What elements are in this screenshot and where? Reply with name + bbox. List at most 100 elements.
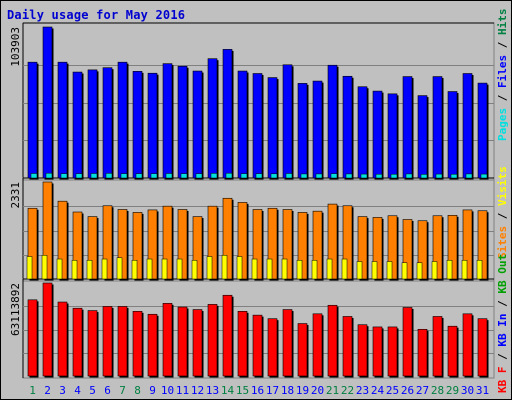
y-max-label: 2331 xyxy=(9,182,22,209)
x-tick-label: 4 xyxy=(74,384,81,397)
bar-files xyxy=(462,73,473,179)
bar-sites xyxy=(387,215,398,280)
bar-pages xyxy=(435,173,443,179)
x-tick-label: 25 xyxy=(386,384,399,397)
bar-sites xyxy=(312,210,323,280)
bar-kb-f xyxy=(477,318,488,377)
bar-pages xyxy=(195,173,203,179)
x-tick-label: 6 xyxy=(104,384,111,397)
bar-pages xyxy=(30,173,38,179)
bar-visits xyxy=(26,256,33,280)
x-tick-label: 24 xyxy=(371,384,385,397)
x-tick-label: 2 xyxy=(44,384,51,397)
bar-files xyxy=(102,67,113,179)
bar-kb-f xyxy=(282,309,293,377)
bar-pages xyxy=(330,173,338,179)
bar-pages xyxy=(45,172,53,179)
bar-kb-f xyxy=(117,306,128,377)
legend-entry: KB F xyxy=(496,367,509,394)
bar-pages xyxy=(345,173,353,179)
bar-pages xyxy=(180,173,188,179)
bar-files xyxy=(357,86,368,179)
bar-kb-f xyxy=(417,328,428,377)
bar-kb-f xyxy=(402,307,413,377)
bar-kb-f xyxy=(57,301,68,377)
bar-sites xyxy=(267,207,278,280)
bar-pages xyxy=(225,172,233,179)
legend-separator: / xyxy=(496,35,509,55)
x-tick-label: 7 xyxy=(119,384,126,397)
bar-sites xyxy=(297,212,308,280)
bar-sites xyxy=(282,209,293,280)
bar-pages xyxy=(60,173,68,179)
bar-kb-f xyxy=(132,311,143,377)
x-tick-label: 17 xyxy=(266,384,279,397)
bar-pages xyxy=(375,173,383,179)
x-tick-label: 30 xyxy=(461,384,474,397)
bar-sites xyxy=(327,203,338,280)
bar-files xyxy=(237,70,248,179)
bar-sites xyxy=(72,211,83,280)
x-tick-label: 3 xyxy=(59,384,66,397)
bar-visits xyxy=(116,257,123,280)
bar-files xyxy=(222,49,233,179)
bar-visits xyxy=(311,260,318,280)
bar-pages xyxy=(420,174,428,179)
bar-kb-f xyxy=(447,325,458,377)
x-tick-label: 15 xyxy=(236,384,249,397)
bar-kb-f xyxy=(42,282,53,377)
bar-sites xyxy=(222,197,233,280)
legend-entry: Pages xyxy=(496,108,509,141)
bar-kb-f xyxy=(147,313,158,377)
bar-sites xyxy=(342,205,353,280)
bar-files xyxy=(87,69,98,179)
bar-files xyxy=(192,70,203,179)
bar-sites xyxy=(117,209,128,280)
bar-kb-f xyxy=(327,304,338,377)
bar-sites xyxy=(477,210,488,280)
bar-visits xyxy=(326,258,333,280)
x-tick-label: 22 xyxy=(341,384,354,397)
legend-hits-files-pages: Pages / Files / Hits xyxy=(496,9,509,142)
bar-sites xyxy=(162,205,173,280)
bar-files xyxy=(387,93,398,179)
bar-visits xyxy=(371,261,378,280)
x-tick-label: 27 xyxy=(416,384,429,397)
bar-pages xyxy=(240,173,248,179)
bar-files xyxy=(327,64,338,179)
bar-pages xyxy=(90,173,98,179)
bar-pages xyxy=(150,173,158,179)
bar-files xyxy=(282,64,293,179)
bar-files xyxy=(372,90,383,179)
x-tick-label: 14 xyxy=(221,384,235,397)
bar-pages xyxy=(105,173,113,179)
bar-visits xyxy=(281,258,288,280)
bar-files xyxy=(207,58,218,179)
bar-files xyxy=(177,65,188,179)
bar-sites xyxy=(27,207,38,280)
bar-visits xyxy=(221,255,228,280)
y-max-label: 103903 xyxy=(9,27,22,67)
bar-kb-f xyxy=(207,304,218,377)
bar-kb-f xyxy=(432,316,443,377)
bar-kb-f xyxy=(192,309,203,377)
bar-visits xyxy=(476,260,483,280)
x-tick-label: 13 xyxy=(206,384,219,397)
bar-files xyxy=(252,73,263,179)
bar-visits xyxy=(446,260,453,280)
bar-visits xyxy=(41,255,48,280)
bar-sites xyxy=(147,209,158,280)
bar-kb-f xyxy=(297,323,308,377)
bar-visits xyxy=(146,258,153,280)
legend-visits-sites: Sites / Visits xyxy=(496,166,509,259)
bar-visits xyxy=(416,262,423,280)
bar-sites xyxy=(372,217,383,280)
bar-sites xyxy=(57,200,68,280)
bar-sites xyxy=(357,216,368,280)
bar-pages xyxy=(465,173,473,179)
bar-sites xyxy=(102,205,113,280)
x-tick-label: 11 xyxy=(176,384,189,397)
legend-entry: KB Out xyxy=(496,254,509,294)
x-tick-label: 29 xyxy=(446,384,459,397)
x-tick-label: 16 xyxy=(251,384,264,397)
